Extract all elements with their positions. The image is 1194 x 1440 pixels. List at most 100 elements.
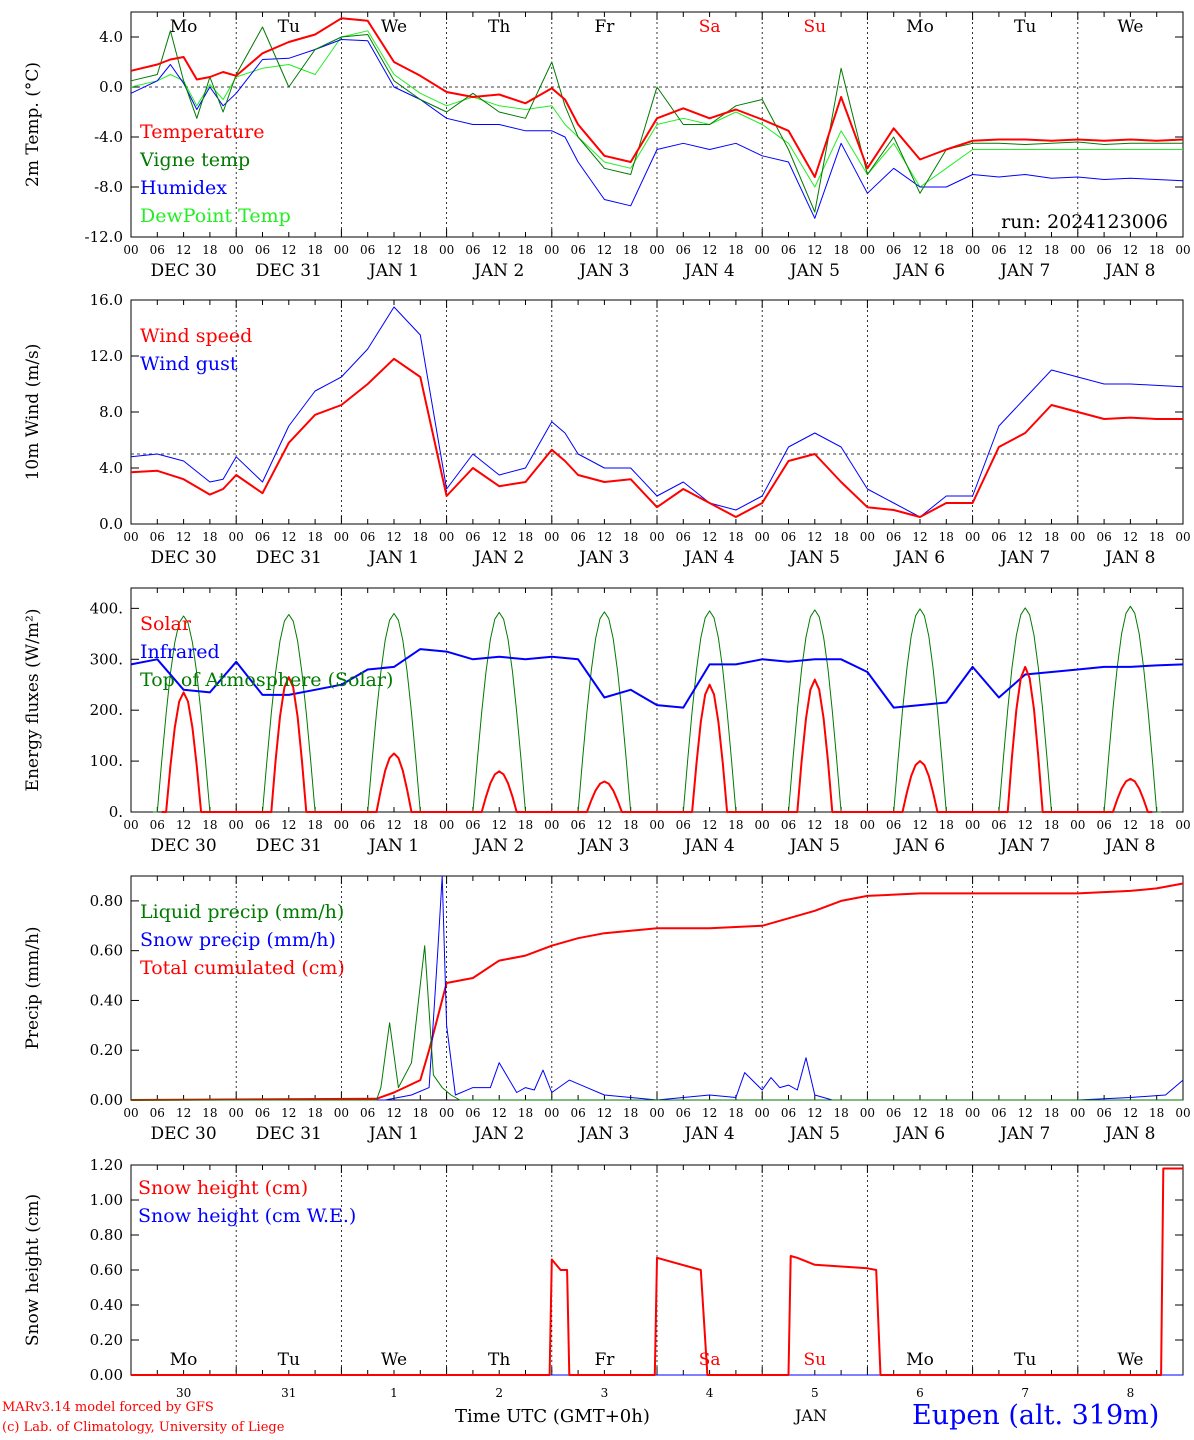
hour-tick-label: 12 [386, 818, 401, 832]
date-label: JAN 3 [577, 1124, 629, 1144]
y-tick-label: 4.0 [99, 28, 123, 46]
weekday-label: We [381, 17, 407, 37]
date-label: DEC 30 [151, 548, 217, 568]
weekday-label: We [381, 1350, 407, 1370]
y-tick-label: 0.00 [90, 1091, 123, 1109]
date-label: JAN 2 [472, 1124, 524, 1144]
hour-tick-label: 18 [939, 243, 954, 257]
date-label: JAN 3 [577, 548, 629, 568]
hour-tick-label: 00 [1070, 1106, 1085, 1120]
legend-entry: Humidex [140, 177, 227, 199]
y-tick-label: 0.80 [90, 1226, 123, 1244]
hour-tick-label: 06 [1096, 243, 1111, 257]
date-label: JAN 7 [998, 836, 1050, 856]
hour-tick-label: 18 [728, 530, 743, 544]
date-label: JAN 1 [367, 1124, 419, 1144]
date-label: JAN 8 [1103, 1124, 1155, 1144]
location-label: Eupen (alt. 319m) [912, 1400, 1160, 1431]
legend-entry: Snow height (cm) [138, 1177, 308, 1199]
hour-tick-label: 06 [1096, 530, 1111, 544]
weekday-label: Fr [594, 17, 615, 37]
y-tick-label: 8.0 [99, 403, 123, 421]
hour-tick-label: 06 [886, 530, 901, 544]
date-label: JAN 5 [788, 261, 840, 281]
legend-entry: Wind speed [140, 325, 252, 347]
x-axis-label: Time UTC (GMT+0h) [455, 1406, 650, 1427]
hour-tick-label: 18 [623, 243, 638, 257]
date-label: DEC 30 [151, 261, 217, 281]
weekday-label: Tu [1014, 1350, 1036, 1370]
weekday-label: Mo [906, 1350, 934, 1370]
hour-tick-label: 18 [1044, 818, 1059, 832]
series-line [130, 648, 1184, 709]
hour-tick-label: 12 [386, 1106, 401, 1120]
hour-tick-label: 06 [360, 243, 375, 257]
hour-tick-label: 00 [649, 1106, 664, 1120]
hour-tick-label: 18 [1044, 530, 1059, 544]
hour-tick-label: 18 [833, 243, 848, 257]
hour-tick-label: 00 [229, 243, 244, 257]
hour-tick-label: 18 [1149, 818, 1164, 832]
hour-tick-label: 00 [334, 243, 349, 257]
hour-tick-label: 18 [307, 1106, 322, 1120]
hour-tick-label: 06 [991, 818, 1006, 832]
legend-entry: Solar [140, 613, 192, 635]
hour-tick-label: 00 [439, 243, 454, 257]
hour-tick-label: 00 [965, 818, 980, 832]
hour-tick-label: 00 [860, 243, 875, 257]
series-line [130, 17, 1184, 178]
y-tick-label: 0.0 [99, 78, 123, 96]
hour-tick-label: 12 [912, 818, 927, 832]
hour-tick-label: 18 [202, 243, 217, 257]
date-label: JAN 3 [577, 836, 629, 856]
hour-tick-label: 06 [676, 530, 691, 544]
hour-tick-label: 18 [1149, 530, 1164, 544]
y-tick-label: 4.0 [99, 459, 123, 477]
date-label: JAN 5 [788, 548, 840, 568]
hour-tick-label: 12 [1018, 530, 1033, 544]
day-number-label: 30 [176, 1386, 191, 1400]
hour-tick-label: 12 [492, 243, 507, 257]
hour-tick-label: 12 [702, 1106, 717, 1120]
series-line [130, 39, 1184, 219]
hour-tick-label: 06 [150, 243, 165, 257]
hour-tick-label: 00 [1175, 530, 1190, 544]
run-label: run: 2024123006 [1001, 211, 1168, 233]
hour-tick-label: 06 [570, 530, 585, 544]
hour-tick-label: 18 [307, 818, 322, 832]
hour-tick-label: 06 [255, 1106, 270, 1120]
day-number-label: 1 [390, 1386, 398, 1400]
y-axis-label: 2m Temp. (°C) [23, 62, 43, 187]
y-tick-label: 300. [90, 650, 123, 668]
hour-tick-label: 12 [281, 818, 296, 832]
hour-tick-label: 06 [781, 243, 796, 257]
hour-tick-label: 06 [781, 1106, 796, 1120]
hour-tick-label: 12 [492, 1106, 507, 1120]
hour-tick-label: 00 [334, 530, 349, 544]
month-label: JAN [795, 1406, 827, 1425]
credit-line-1: MARv3.14 model forced by GFS [2, 1400, 214, 1415]
hour-tick-label: 12 [281, 243, 296, 257]
hour-tick-label: 06 [570, 818, 585, 832]
hour-tick-label: 00 [123, 1106, 138, 1120]
hour-tick-label: 12 [1123, 243, 1138, 257]
date-label: JAN 4 [683, 836, 735, 856]
hour-tick-label: 00 [860, 818, 875, 832]
hour-tick-label: 18 [307, 243, 322, 257]
weekday-label: Mo [170, 17, 198, 37]
date-label: JAN 1 [367, 548, 419, 568]
hour-tick-label: 18 [413, 243, 428, 257]
hour-tick-label: 00 [649, 530, 664, 544]
hour-tick-label: 18 [1149, 243, 1164, 257]
legend-entry: DewPoint Temp [140, 205, 291, 227]
hour-tick-label: 18 [1044, 243, 1059, 257]
hour-tick-label: 12 [386, 530, 401, 544]
day-number-label: 6 [916, 1386, 924, 1400]
hour-tick-label: 00 [123, 530, 138, 544]
date-label: JAN 1 [367, 261, 419, 281]
hour-tick-label: 06 [570, 1106, 585, 1120]
hour-tick-label: 00 [860, 1106, 875, 1120]
y-tick-label: 0.40 [90, 1296, 123, 1314]
date-label: JAN 5 [788, 1124, 840, 1144]
y-tick-label: 0.40 [90, 991, 123, 1009]
